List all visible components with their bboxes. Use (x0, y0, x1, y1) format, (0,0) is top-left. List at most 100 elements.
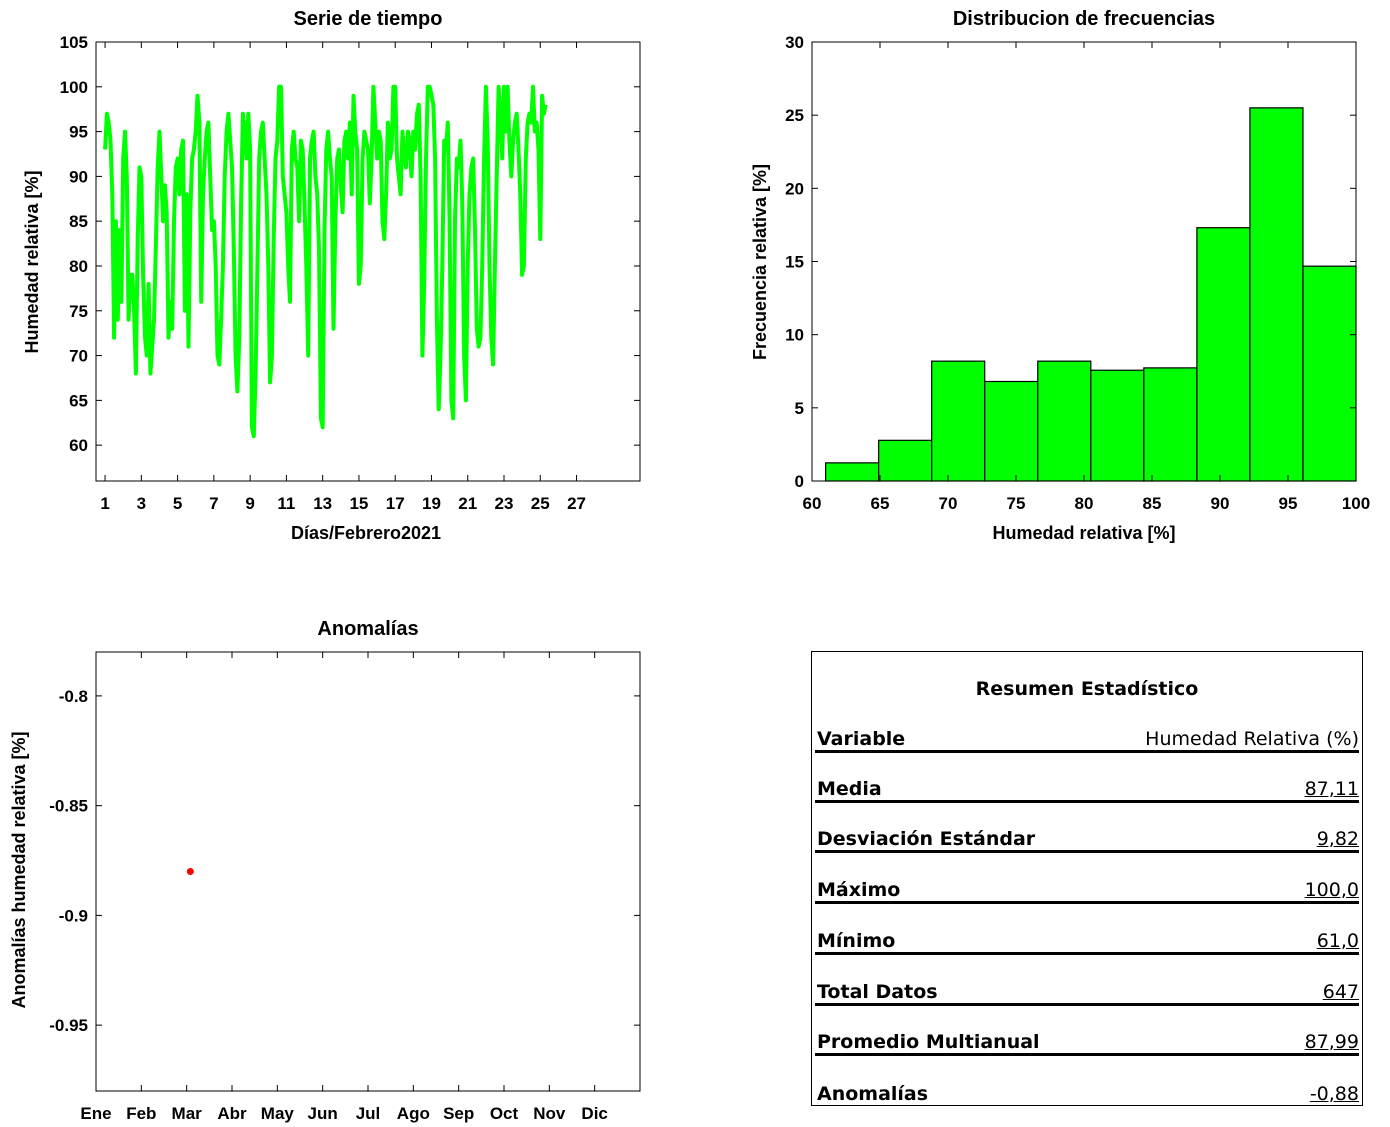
summary-row-value: 87,11 (1304, 778, 1359, 800)
summary-row: Promedio Multianual 87,99 (815, 1027, 1359, 1056)
histogram-bar (825, 462, 880, 482)
x-tick-label: 85 (1143, 494, 1162, 513)
y-axis-label: Frecuencia relativa [%] (750, 164, 770, 360)
x-tick-label: Feb (126, 1104, 156, 1123)
x-tick-label: Jun (308, 1104, 338, 1123)
x-tick-label: Oct (490, 1104, 519, 1123)
summary-row-value: 9,82 (1316, 828, 1359, 850)
x-axis-label: Humedad relativa [%] (992, 523, 1175, 543)
x-tick-label: 11 (277, 494, 295, 513)
x-tick-label: Mar (172, 1104, 203, 1123)
plot-frame (95, 41, 641, 482)
chart-title: Anomalías (317, 618, 418, 640)
x-tick-label: Nov (533, 1104, 566, 1123)
statistics-summary-table: Resumen Estadístico Variable Humedad Rela… (811, 651, 1363, 1106)
x-tick-label: May (261, 1104, 295, 1123)
series-line (103, 84, 548, 439)
histogram-bar (1196, 227, 1251, 482)
summary-row-label: Media (817, 778, 882, 800)
x-tick-label: 27 (567, 494, 586, 513)
y-tick-label: 65 (69, 391, 88, 410)
y-axis-label: Humedad relativa [%] (22, 170, 42, 353)
summary-row-label: Variable (817, 728, 906, 750)
summary-row-label: Máximo (817, 879, 901, 901)
y-tick-label: 95 (69, 123, 88, 142)
summary-row-value: 647 (1322, 981, 1359, 1003)
chart-title: Serie de tiempo (294, 8, 443, 30)
summary-row-label: Anomalías (817, 1083, 929, 1105)
x-tick-label: 21 (458, 494, 477, 513)
y-tick-label: 100 (60, 78, 88, 97)
summary-row: Mínimo 61,0 (815, 926, 1359, 955)
summary-row: Anomalías -0,88 (815, 1079, 1359, 1105)
summary-row-label: Promedio Multianual (817, 1031, 1040, 1053)
x-tick-label: 75 (1007, 494, 1026, 513)
frequency-histogram: Distribucion de frecuencias 0 5 10 15 20 25 30… (750, 8, 1370, 543)
histogram-bar (878, 439, 933, 482)
y-tick-label: 10 (785, 326, 804, 345)
summary-row: Máximo 100,0 (815, 875, 1359, 904)
summary-row-label: Mínimo (817, 930, 896, 952)
anomalies-chart: Anomalías -0.8 -0.85 -0.9 -0.95 Ene Feb Mar Ab… (9, 618, 641, 1123)
summary-row: Total Datos 647 (815, 977, 1359, 1006)
x-tick-label: 80 (1075, 494, 1094, 513)
summary-row-label: Total Datos (817, 981, 938, 1003)
x-tick-label: 1 (100, 494, 109, 513)
x-tick-label: 5 (173, 494, 182, 513)
anomaly-point (186, 868, 194, 875)
x-tick-label: 17 (386, 494, 405, 513)
chart-title: Distribucion de frecuencias (953, 8, 1215, 30)
summary-row: Desviación Estándar 9,82 (815, 824, 1359, 853)
y-tick-label: -0.9 (59, 906, 88, 925)
y-tick-label: -0.85 (49, 797, 88, 816)
x-tick-label: Dic (581, 1104, 607, 1123)
histogram-bar (1090, 369, 1145, 482)
histogram-bar (1143, 367, 1198, 482)
y-tick-label: 30 (785, 33, 804, 52)
y-tick-label: 80 (69, 257, 88, 276)
y-tick-label: 5 (795, 399, 804, 418)
x-tick-label: Ene (80, 1104, 111, 1123)
y-tick-label: 105 (60, 33, 88, 52)
y-tick-label: -0.8 (59, 687, 88, 706)
histogram-bar (1302, 265, 1357, 482)
y-tick-label: 0 (795, 472, 804, 491)
y-tick-label: -0.95 (49, 1016, 88, 1035)
summary-row-value: -0,88 (1309, 1083, 1359, 1105)
y-tick-label: 75 (69, 302, 88, 321)
x-tick-label: 23 (495, 494, 514, 513)
histogram-bar (1249, 107, 1304, 482)
x-tick-label: Abr (217, 1104, 247, 1123)
x-tick-label: Sep (443, 1104, 474, 1123)
x-tick-label: 19 (422, 494, 441, 513)
x-tick-label: Jul (356, 1104, 381, 1123)
x-tick-label: 13 (313, 494, 332, 513)
y-tick-label: 70 (69, 347, 88, 366)
histogram-bar (984, 380, 1039, 482)
histogram-bar (1037, 360, 1092, 482)
y-tick-label: 90 (69, 167, 88, 186)
x-tick-label: 7 (209, 494, 218, 513)
x-tick-label: 100 (1342, 494, 1370, 513)
x-tick-label: 60 (803, 494, 822, 513)
x-tick-label: 15 (349, 494, 368, 513)
summary-title: Resumen Estadístico (975, 678, 1199, 700)
summary-row: Media 87,11 (815, 774, 1359, 803)
summary-row-value: 61,0 (1316, 930, 1359, 952)
summary-row-value: Humedad Relativa (%) (1145, 728, 1359, 750)
x-tick-label: 65 (871, 494, 890, 513)
summary-row-value: 100,0 (1304, 879, 1359, 901)
x-axis-label: Días/Febrero2021 (291, 523, 441, 543)
y-tick-label: 20 (785, 179, 804, 198)
summary-row-label: Desviación Estándar (817, 828, 1036, 850)
histogram-bar (931, 360, 986, 482)
summary-row: Variable Humedad Relativa (%) (815, 724, 1359, 753)
y-tick-label: 15 (785, 253, 804, 272)
plot-frame (95, 651, 641, 1092)
x-tick-label: 95 (1279, 494, 1298, 513)
summary-row-value: 87,99 (1304, 1031, 1359, 1053)
y-tick-label: 85 (69, 212, 88, 231)
y-tick-label: 25 (785, 106, 804, 125)
x-tick-label: 25 (531, 494, 550, 513)
